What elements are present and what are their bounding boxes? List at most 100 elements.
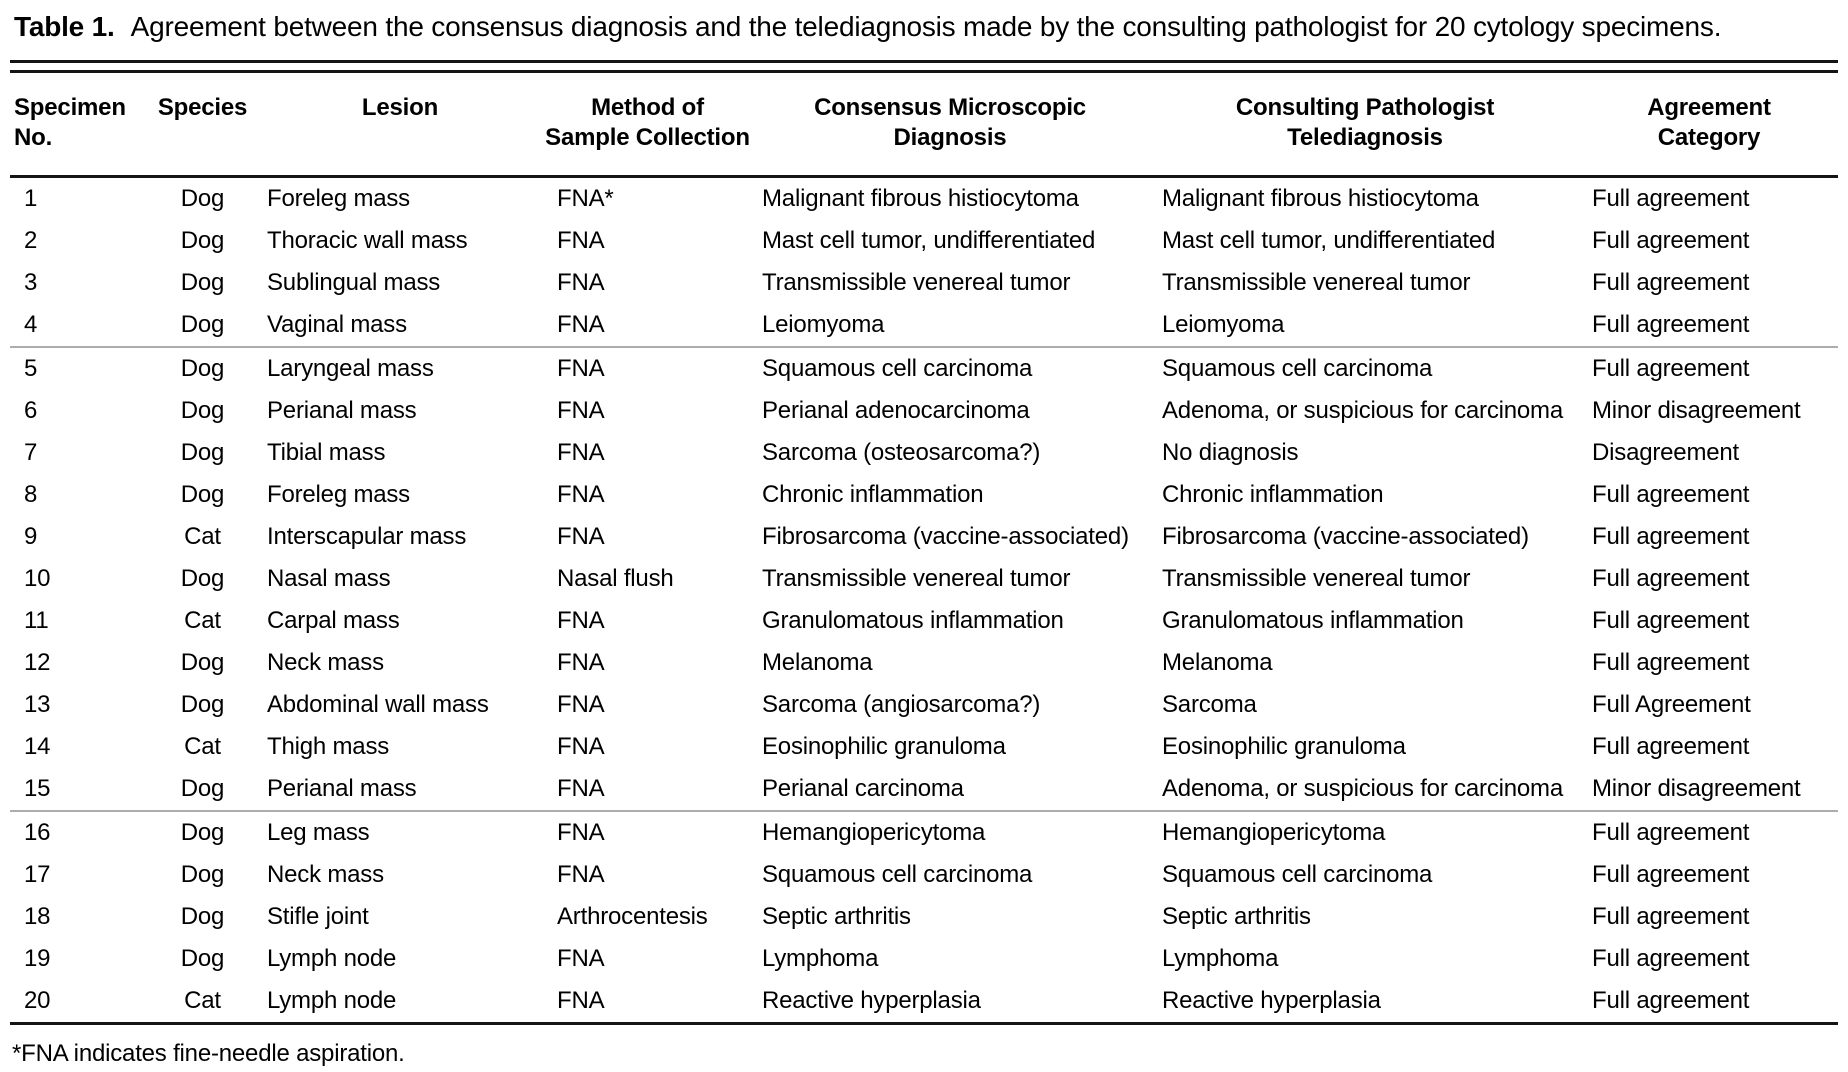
table-row: 1 Dog Foreleg mass FNA* Malignant fibrous hi…	[10, 177, 1838, 221]
table-row: 17 Dog Neck mass FNA Squamous cell carcinoma…	[10, 854, 1838, 896]
table-cell: Granulomatous inflammation	[762, 607, 1064, 634]
header-line: Specimen	[14, 94, 126, 121]
table-cell: FNA	[557, 945, 605, 972]
table-cell: Perianal mass	[267, 397, 417, 424]
table-cell: Thoracic wall mass	[267, 227, 468, 254]
table-cell: Reactive hyperplasia	[1162, 987, 1381, 1014]
table-cell: Full agreement	[1592, 269, 1750, 296]
table-cell: Dog	[180, 691, 225, 718]
header-line: Diagnosis	[893, 124, 1007, 151]
table-cell: Cat	[184, 733, 221, 760]
table-cell: Transmissible venereal tumor	[762, 565, 1071, 592]
table-cell: Full agreement	[1592, 185, 1750, 212]
table-cell: FNA*	[557, 185, 614, 212]
table-cell: 9	[24, 523, 38, 550]
table-cell: Abdominal wall mass	[267, 691, 489, 718]
table-cell: 1	[24, 185, 38, 212]
table-cell: Thigh mass	[267, 733, 390, 760]
table-cell: Melanoma	[762, 649, 873, 676]
table-cell: 18	[24, 903, 51, 930]
table-cell: Septic arthritis	[1162, 903, 1311, 930]
header-lesion: Lesion	[255, 73, 545, 177]
table-cell: Mast cell tumor, undifferentiated	[1162, 227, 1496, 254]
table-cell: 13	[24, 691, 51, 718]
table-row: 8 Dog Foreleg mass FNA Chronic inflammation C…	[10, 474, 1838, 516]
table-cell: Full agreement	[1592, 861, 1750, 888]
table-row: 2 Dog Thoracic wall mass FNA Mast cell tumor…	[10, 220, 1838, 262]
table-row: 16 Dog Leg mass FNA Hemangiopericytoma Hemang…	[10, 811, 1838, 854]
table-cell: FNA	[557, 355, 605, 382]
table-cell: Cat	[184, 987, 221, 1014]
table-cell: Full agreement	[1592, 565, 1750, 592]
header-line: Agreement	[1647, 94, 1771, 121]
header-consensus-diagnosis: Consensus Microscopic Diagnosis	[750, 73, 1150, 177]
table-cell: Leg mass	[267, 819, 370, 846]
table-cell: FNA	[557, 987, 605, 1014]
table-cell: Full agreement	[1592, 311, 1750, 338]
table-cell: Dog	[180, 649, 225, 676]
table-cell: No diagnosis	[1162, 439, 1299, 466]
table-cell: Septic arthritis	[762, 903, 911, 930]
table-cell: Full agreement	[1592, 819, 1750, 846]
table-cell: FNA	[557, 733, 605, 760]
table-cell: Dog	[180, 481, 225, 508]
table-cell: Perianal mass	[267, 775, 417, 802]
table-cell: Stifle joint	[267, 903, 369, 930]
table-cell: FNA	[557, 691, 605, 718]
table-cell: Sarcoma (angiosarcoma?)	[762, 691, 1041, 718]
table-row: 6 Dog Perianal mass FNA Perianal adenocarcin…	[10, 390, 1838, 432]
table-row: 14 Cat Thigh mass FNA Eosinophilic granuloma…	[10, 726, 1838, 768]
table-cell: Minor disagreement	[1592, 397, 1801, 424]
table-cell: Full agreement	[1592, 733, 1750, 760]
table-cell: Reactive hyperplasia	[762, 987, 981, 1014]
table-row: 20 Cat Lymph node FNA Reactive hyperplasia Re…	[10, 980, 1838, 1024]
table-cell: Melanoma	[1162, 649, 1273, 676]
table-cell: 19	[24, 945, 51, 972]
header-line: Species	[157, 94, 248, 121]
table-caption-text: Agreement between the consensus diagnosi…	[130, 11, 1722, 42]
table-cell: FNA	[557, 819, 605, 846]
table-cell: Cat	[184, 607, 221, 634]
table-cell: Malignant fibrous histiocytoma	[1162, 185, 1479, 212]
table-cell: Dog	[180, 439, 225, 466]
table-cell: Leiomyoma	[1162, 311, 1285, 338]
table-cell: FNA	[557, 397, 605, 424]
table-cell: Fibrosarcoma (vaccine-associated)	[1162, 523, 1529, 550]
table-cell: Adenoma, or suspicious for carcinoma	[1162, 397, 1563, 424]
table-cell: 8	[24, 481, 38, 508]
table-row: 9 Cat Interscapular mass FNA Fibrosarcoma (v…	[10, 516, 1838, 558]
table-cell: 20	[24, 987, 51, 1014]
table-cell: Perianal carcinoma	[762, 775, 964, 802]
table-cell: Dog	[180, 311, 225, 338]
table-cell: Mast cell tumor, undifferentiated	[762, 227, 1096, 254]
table-cell: Dog	[180, 269, 225, 296]
header-line: No.	[14, 124, 53, 151]
table-cell: 17	[24, 861, 51, 888]
header-line: Telediagnosis	[1287, 124, 1443, 151]
table-cell: 2	[24, 227, 38, 254]
top-double-rule	[10, 60, 1838, 73]
table-cell: Lymphoma	[1162, 945, 1279, 972]
table-cell: Chronic inflammation	[1162, 481, 1384, 508]
table-row: 18 Dog Stifle joint Arthrocentesis Septic ar…	[10, 896, 1838, 938]
table-cell: 10	[24, 565, 51, 592]
table-cell: Full Agreement	[1592, 691, 1751, 718]
table-cell: Dog	[180, 775, 225, 802]
table-cell: Dog	[180, 185, 225, 212]
table-cell: Eosinophilic granuloma	[1162, 733, 1406, 760]
table-cell: Transmissible venereal tumor	[762, 269, 1071, 296]
table-header: Specimen No. Species Lesion Method of Sa…	[10, 73, 1838, 177]
table-row: 15 Dog Perianal mass FNA Perianal carcinoma A…	[10, 768, 1838, 811]
table-cell: Transmissible venereal tumor	[1162, 269, 1471, 296]
header-line	[255, 123, 545, 153]
table-cell: FNA	[557, 523, 605, 550]
table-cell: Dog	[180, 903, 225, 930]
table-cell: Foreleg mass	[267, 481, 410, 508]
table-row: 3 Dog Sublingual mass FNA Transmissible vene…	[10, 262, 1838, 304]
table-cell: Full agreement	[1592, 481, 1750, 508]
table-cell: Squamous cell carcinoma	[762, 861, 1033, 888]
header-line: Lesion	[361, 94, 439, 121]
table-cell: FNA	[557, 439, 605, 466]
table-footnote: *FNA indicates fine-needle aspiration.	[12, 1040, 405, 1067]
